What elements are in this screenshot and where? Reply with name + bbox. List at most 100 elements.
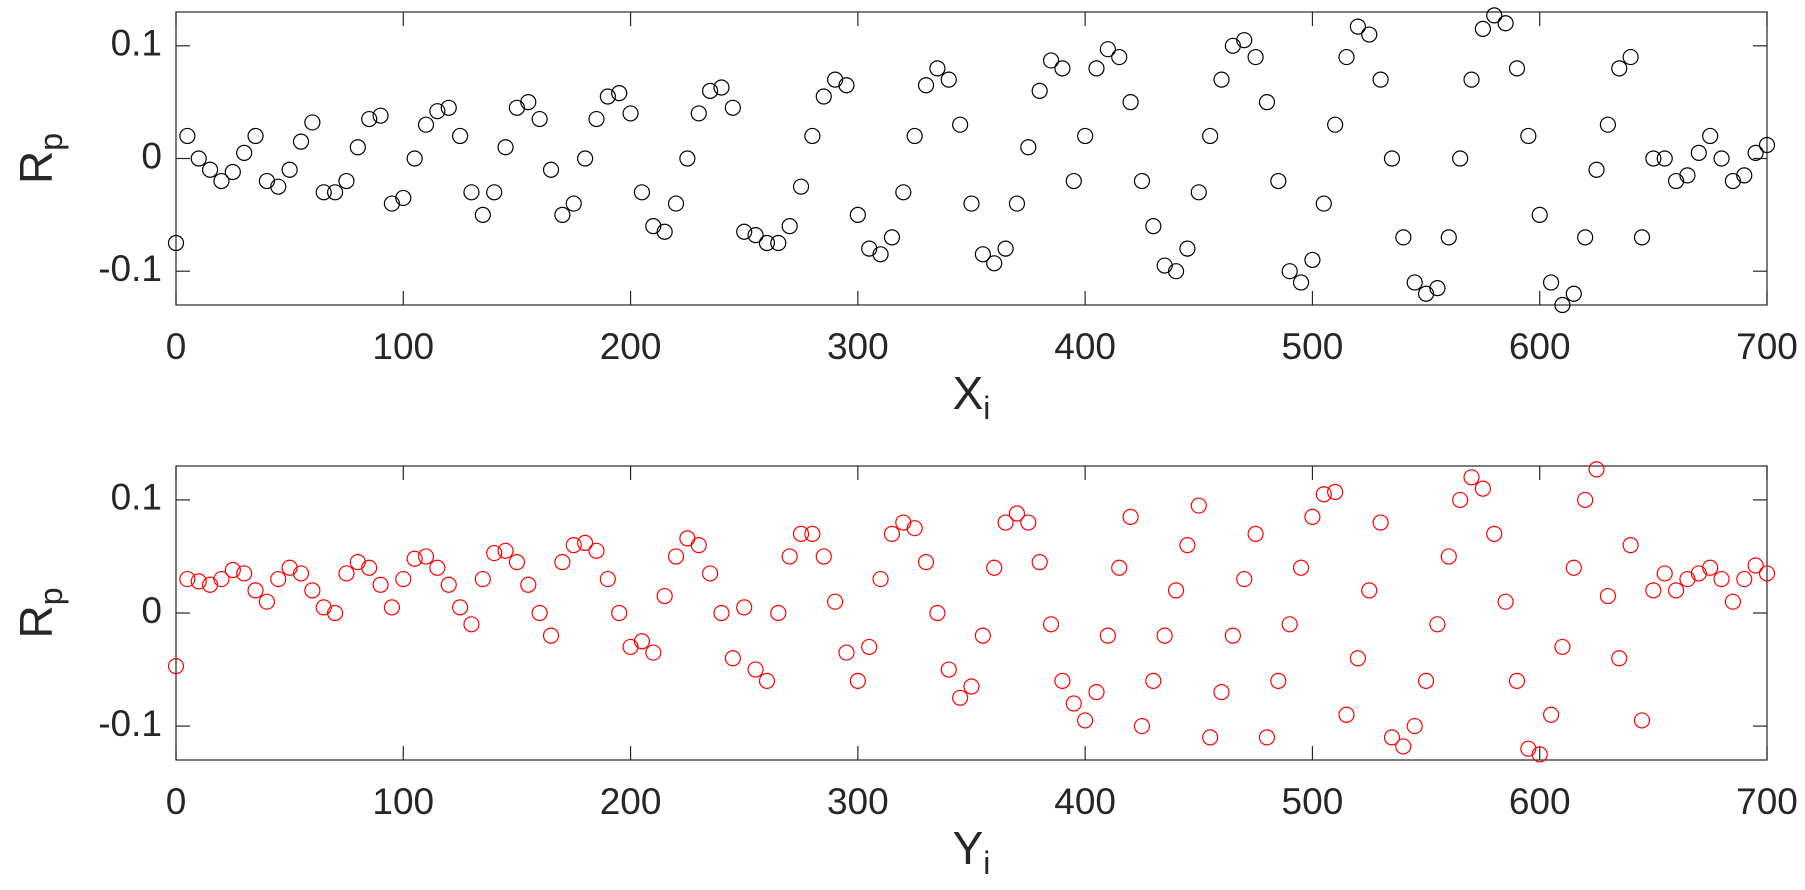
data-point bbox=[929, 60, 946, 77]
data-point bbox=[1111, 559, 1128, 576]
data-point bbox=[838, 644, 855, 661]
data-point bbox=[656, 223, 673, 240]
data-point bbox=[736, 223, 753, 240]
data-point bbox=[1202, 729, 1219, 746]
data-point bbox=[1736, 167, 1753, 184]
data-point bbox=[1258, 729, 1276, 746]
data-point bbox=[963, 678, 980, 695]
data-point bbox=[1145, 218, 1162, 235]
data-point bbox=[895, 184, 912, 201]
x-tick-label: 200 bbox=[600, 326, 662, 367]
data-point bbox=[429, 103, 446, 120]
data-point bbox=[1565, 285, 1582, 302]
data-point bbox=[895, 514, 912, 531]
data-point bbox=[463, 184, 480, 201]
data-point bbox=[1747, 144, 1764, 161]
data-point bbox=[1463, 71, 1480, 88]
data-point bbox=[1508, 60, 1526, 77]
x-tick-label: 100 bbox=[372, 781, 434, 822]
data-point bbox=[1463, 469, 1480, 486]
data-point bbox=[849, 206, 866, 223]
data-point bbox=[1690, 144, 1707, 161]
data-point bbox=[656, 587, 673, 605]
data-point bbox=[179, 570, 196, 588]
x-tick-label: 300 bbox=[827, 326, 889, 367]
data-point bbox=[690, 537, 707, 554]
data-point bbox=[1497, 15, 1514, 32]
data-point bbox=[622, 105, 639, 122]
data-point bbox=[577, 150, 594, 167]
plot-area bbox=[175, 465, 1768, 761]
data-point bbox=[281, 161, 298, 178]
data-point bbox=[1088, 684, 1105, 701]
data-point bbox=[508, 554, 526, 571]
y-axis-label: Rp bbox=[10, 587, 69, 638]
data-point bbox=[315, 599, 332, 616]
data-point bbox=[1395, 738, 1412, 755]
y-axis-label: Rp bbox=[10, 133, 69, 184]
data-point bbox=[645, 644, 662, 661]
data-point bbox=[1338, 706, 1355, 723]
x-tick-label: 700 bbox=[1736, 781, 1798, 822]
data-point bbox=[1531, 206, 1548, 223]
data-point bbox=[1258, 94, 1276, 111]
data-point bbox=[1713, 150, 1730, 167]
data-point bbox=[861, 240, 878, 257]
data-point bbox=[304, 114, 321, 131]
data-point bbox=[1031, 82, 1048, 99]
data-point bbox=[1304, 251, 1321, 269]
data-point bbox=[1270, 172, 1287, 190]
data-point bbox=[452, 127, 469, 145]
data-point bbox=[327, 184, 344, 201]
data-point bbox=[1554, 638, 1571, 656]
data-point bbox=[1645, 150, 1662, 167]
data-point bbox=[1304, 508, 1321, 525]
data-point bbox=[1486, 525, 1503, 542]
data-point bbox=[1213, 71, 1230, 88]
data-point bbox=[815, 88, 832, 105]
data-point bbox=[872, 246, 889, 263]
data-point bbox=[1599, 587, 1617, 605]
data-point bbox=[440, 576, 457, 593]
data-point bbox=[702, 565, 719, 582]
data-point bbox=[520, 576, 537, 593]
data-point bbox=[1054, 60, 1071, 77]
data-point bbox=[758, 672, 776, 689]
data-point bbox=[1713, 570, 1730, 588]
x-tick-label: 200 bbox=[600, 781, 662, 822]
data-point bbox=[1611, 60, 1628, 77]
data-point bbox=[1031, 554, 1048, 571]
data-point bbox=[1611, 650, 1628, 667]
data-point bbox=[1247, 525, 1264, 542]
data-point bbox=[474, 206, 491, 223]
data-point bbox=[622, 638, 639, 656]
data-point bbox=[713, 604, 730, 622]
data-point bbox=[213, 570, 230, 588]
data-point bbox=[395, 189, 412, 207]
y-tick-label: -0.1 bbox=[98, 248, 162, 289]
data-point bbox=[1247, 48, 1264, 66]
data-point bbox=[1440, 548, 1457, 565]
data-point bbox=[1679, 570, 1696, 588]
data-point bbox=[361, 110, 378, 128]
data-point bbox=[872, 570, 889, 588]
data-point bbox=[1349, 18, 1366, 35]
x-axis-label: Yi bbox=[953, 822, 991, 881]
data-point bbox=[417, 548, 435, 565]
x-tick-label: 500 bbox=[1282, 781, 1344, 822]
x-axis-label: Xi bbox=[953, 367, 991, 426]
data-point bbox=[463, 616, 480, 633]
data-point bbox=[1020, 139, 1037, 156]
data-point bbox=[1656, 565, 1673, 582]
data-point bbox=[1156, 627, 1173, 644]
data-point bbox=[917, 554, 935, 571]
data-point bbox=[1542, 274, 1560, 291]
data-point bbox=[1020, 514, 1037, 531]
data-point bbox=[1577, 229, 1594, 246]
data-point bbox=[747, 227, 764, 244]
data-point bbox=[1372, 514, 1389, 531]
data-point bbox=[1508, 672, 1526, 689]
data-point bbox=[304, 582, 321, 599]
y-tick-label: 0 bbox=[141, 135, 162, 176]
data-point bbox=[883, 229, 901, 246]
